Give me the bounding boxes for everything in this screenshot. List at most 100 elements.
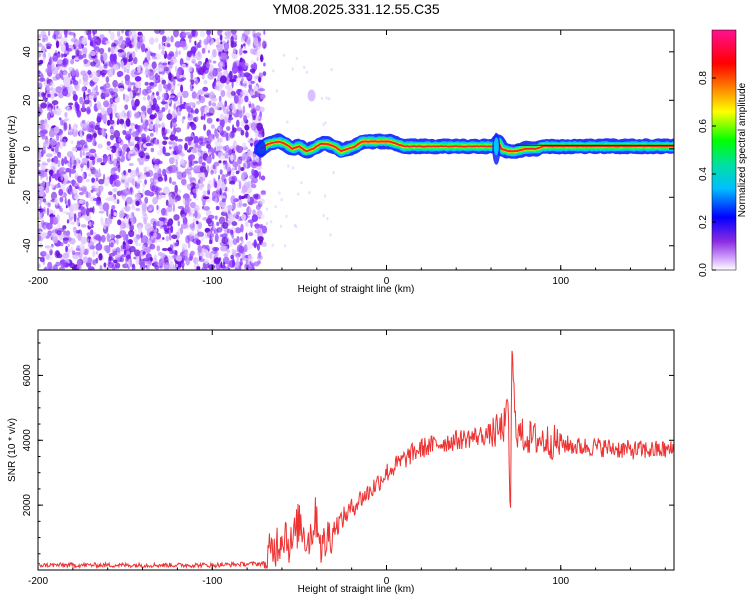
noise-blob [236, 127, 243, 132]
noise-blob [57, 205, 62, 209]
noise-blob [67, 243, 70, 248]
noise-blob [42, 34, 48, 41]
noise-blob [230, 195, 236, 205]
noise-blob [196, 266, 201, 270]
noise-blob [95, 177, 99, 182]
noise-blob [142, 96, 147, 101]
noise-blob [79, 149, 83, 158]
noise-blob [48, 169, 54, 175]
noise-blob [199, 30, 206, 38]
noise-blob [196, 64, 202, 72]
noise-blob [197, 51, 201, 57]
noise-blob [125, 233, 129, 243]
noise-blob [191, 91, 197, 99]
noise-blob [92, 197, 100, 202]
noise-blob [182, 116, 186, 120]
noise-blob [43, 198, 47, 203]
noise-blob [52, 210, 56, 216]
noise-blob [122, 130, 127, 135]
noise-blob [257, 243, 260, 251]
noise-blob [101, 73, 106, 78]
noise-blob [237, 216, 242, 222]
noise-blob [98, 66, 104, 71]
noise-blob [204, 44, 208, 50]
noise-blob [181, 90, 189, 99]
noise-blob [82, 102, 85, 111]
noise-blob [163, 186, 170, 195]
noise-blob [75, 68, 79, 78]
noise-blob [244, 221, 249, 227]
noise-blob [188, 173, 192, 178]
noise-blob [144, 236, 149, 244]
noise-blob [252, 153, 256, 161]
noise-blob [235, 144, 240, 152]
noise-blob [180, 158, 185, 165]
noise-blob [235, 170, 240, 175]
noise-blob [220, 130, 228, 138]
noise-blob [106, 141, 111, 146]
noise-blob [53, 126, 60, 134]
noise-blob [114, 64, 119, 71]
noise-blob [90, 229, 94, 236]
noise-blob [212, 223, 216, 230]
noise-blob [170, 267, 176, 270]
noise-blob [239, 57, 243, 63]
noise-blob [50, 148, 55, 152]
noise-blob [157, 64, 165, 72]
noise-blob [190, 123, 197, 131]
noise-blob [78, 54, 84, 60]
noise-blob [202, 196, 210, 200]
noise-blob [180, 153, 185, 157]
noise-blob [134, 80, 142, 88]
noise-blob [100, 107, 106, 115]
noise-blob [95, 250, 99, 255]
x-tick-label: -100 [202, 276, 222, 287]
noise-blob [102, 156, 108, 165]
noise-blob [225, 213, 228, 222]
noise-blob [217, 50, 222, 57]
noise-blob [141, 188, 145, 196]
noise-blob [83, 147, 90, 152]
noise-blob [135, 200, 140, 207]
heatmap-frame [37, 29, 675, 271]
noise-blob [214, 233, 219, 243]
noise-blob [146, 86, 152, 90]
noise-blob [156, 245, 161, 252]
noise-blob [38, 72, 43, 76]
x-tick-label: 0 [384, 576, 390, 587]
noise-blob [208, 264, 216, 270]
noise-blob [243, 43, 246, 47]
noise-blob [47, 261, 53, 270]
ridge-spread [493, 137, 499, 156]
noise-blob [285, 214, 288, 218]
noise-blob [42, 56, 46, 63]
noise-blob [199, 176, 204, 184]
noise-blob [161, 122, 165, 128]
snr-panel: -200 -100 0 100 2000 4000 6000 Height of stra… [7, 329, 675, 595]
noise-blob [62, 88, 69, 97]
noise-blob [78, 43, 83, 50]
noise-blob [223, 107, 228, 115]
noise-blob [176, 71, 180, 80]
noise-blob [82, 172, 85, 180]
noise-blob [70, 221, 76, 225]
noise-blob [178, 128, 181, 133]
noise-blob [228, 30, 232, 35]
noise-blob [244, 244, 248, 252]
noise-blob [191, 30, 196, 37]
noise-blob [186, 106, 191, 113]
noise-blob [147, 94, 151, 101]
noise-blob [134, 76, 142, 82]
noise-blob [167, 247, 173, 252]
noise-blob [73, 39, 79, 48]
noise-blob [123, 249, 127, 255]
noise-blob [265, 207, 269, 211]
colorbar-tick-label: 0.0 [698, 263, 709, 277]
noise-blob [101, 40, 104, 45]
noise-blob [71, 203, 79, 211]
noise-blob [52, 264, 58, 270]
noise-blob [83, 71, 86, 78]
noise-blob [42, 251, 47, 255]
noise-blob [278, 191, 281, 195]
noise-blob [212, 153, 215, 160]
